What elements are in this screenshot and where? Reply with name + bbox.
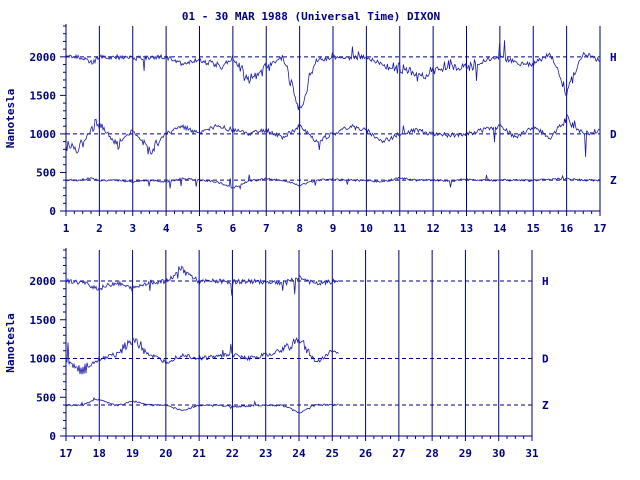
x-tick-label: 16	[560, 222, 574, 235]
y-tick-label: 1000	[30, 353, 57, 366]
x-tick-label: 28	[426, 447, 439, 460]
y-axis-label: Nanotesla	[4, 313, 17, 373]
trace-d	[65, 114, 600, 157]
x-tick-label: 8	[296, 222, 303, 235]
y-tick-label: 2000	[30, 275, 57, 288]
x-tick-label: 11	[393, 222, 407, 235]
y-tick-label: 2000	[30, 51, 57, 64]
chart-title: 01 - 30 MAR 1988 (Universal Time) DIXON	[182, 10, 440, 23]
x-tick-label: 15	[527, 222, 540, 235]
y-axis-label: Nanotesla	[4, 89, 17, 149]
x-tick-label: 12	[427, 222, 440, 235]
x-tick-label: 24	[292, 447, 306, 460]
y-tick-label: 1500	[30, 89, 57, 102]
trace-h	[65, 40, 601, 111]
y-tick-label: 1500	[30, 314, 57, 327]
trace-h	[65, 265, 339, 296]
x-tick-label: 13	[460, 222, 473, 235]
x-tick-label: 30	[492, 447, 505, 460]
trace-z	[65, 396, 339, 414]
series-label-z: Z	[542, 399, 549, 412]
series-label-z: Z	[610, 174, 617, 187]
x-tick-label: 6	[230, 222, 237, 235]
series-label-h: H	[542, 275, 549, 288]
x-tick-label: 5	[196, 222, 203, 235]
x-tick-label: 20	[159, 447, 172, 460]
x-tick-label: 22	[226, 447, 239, 460]
y-tick-label: 500	[36, 391, 56, 404]
trace-z	[65, 174, 601, 191]
y-tick-label: 0	[49, 205, 56, 218]
x-tick-label: 9	[330, 222, 337, 235]
x-tick-label: 17	[593, 222, 606, 235]
x-tick-label: 21	[193, 447, 207, 460]
x-tick-label: 17	[59, 447, 72, 460]
x-tick-label: 29	[459, 447, 472, 460]
x-tick-label: 4	[163, 222, 170, 235]
y-tick-label: 500	[36, 166, 56, 179]
x-tick-label: 7	[263, 222, 270, 235]
x-tick-label: 14	[493, 222, 507, 235]
series-label-d: D	[610, 128, 617, 141]
x-tick-label: 19	[126, 447, 139, 460]
trace-d	[65, 336, 339, 375]
series-label-h: H	[610, 51, 617, 64]
x-tick-label: 3	[129, 222, 136, 235]
x-tick-label: 2	[96, 222, 103, 235]
x-tick-label: 18	[93, 447, 106, 460]
x-tick-label: 23	[259, 447, 272, 460]
x-tick-label: 26	[359, 447, 373, 460]
x-tick-label: 25	[326, 447, 339, 460]
x-tick-label: 27	[392, 447, 405, 460]
y-tick-label: 1000	[30, 128, 57, 141]
x-tick-label: 1	[63, 222, 70, 235]
chart-panel-bottom: 0 500 1000 1500 2000 17 18 19 20 21 22 23 24 25 26 27 28…	[4, 248, 549, 460]
x-tick-label: 31	[525, 447, 539, 460]
x-tick-label: 10	[360, 222, 373, 235]
y-tick-label: 0	[49, 430, 56, 443]
series-label-d: D	[542, 353, 549, 366]
